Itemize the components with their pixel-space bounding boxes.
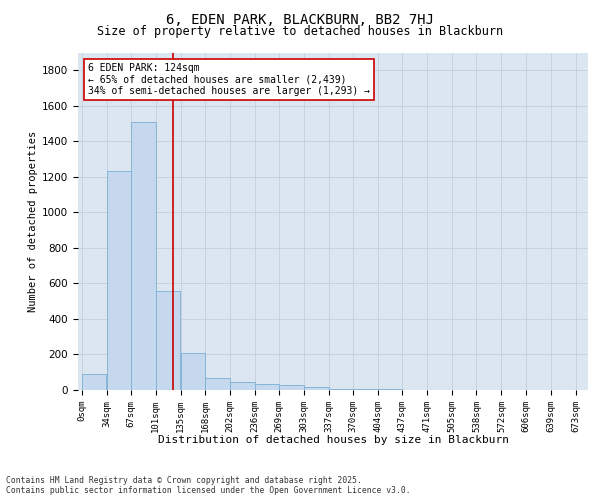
Bar [181, 352, 205, 390]
Text: 6 EDEN PARK: 124sqm
← 65% of detached houses are smaller (2,439)
34% of semi-det: 6 EDEN PARK: 124sqm ← 65% of detached ho… [88, 62, 370, 96]
Y-axis label: Number of detached properties: Number of detached properties [28, 130, 38, 312]
Bar [156, 290, 181, 390]
Bar [353, 389, 378, 390]
Bar [230, 382, 254, 390]
Bar [304, 388, 329, 390]
X-axis label: Distribution of detached houses by size in Blackburn: Distribution of detached houses by size … [157, 435, 509, 445]
Text: Size of property relative to detached houses in Blackburn: Size of property relative to detached ho… [97, 25, 503, 38]
Text: Contains HM Land Registry data © Crown copyright and database right 2025.
Contai: Contains HM Land Registry data © Crown c… [6, 476, 410, 495]
Text: 6, EDEN PARK, BLACKBURN, BB2 7HJ: 6, EDEN PARK, BLACKBURN, BB2 7HJ [166, 12, 434, 26]
Bar [255, 384, 279, 390]
Bar [205, 378, 230, 390]
Bar [280, 385, 304, 390]
Bar [82, 374, 106, 390]
Bar [131, 122, 155, 390]
Bar [329, 388, 353, 390]
Bar [107, 170, 131, 390]
